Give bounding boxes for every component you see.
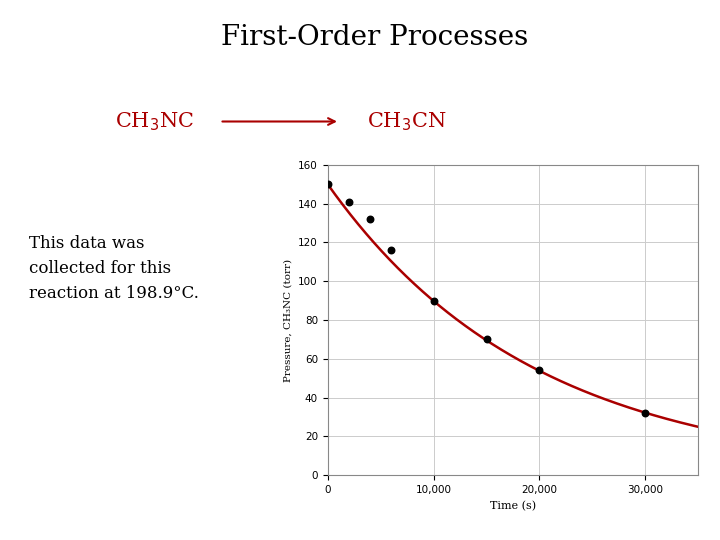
Y-axis label: Pressure, CH₃NC (torr): Pressure, CH₃NC (torr) <box>284 258 292 382</box>
X-axis label: Time (s): Time (s) <box>490 501 536 511</box>
Text: This data was
collected for this
reaction at 198.9°C.: This data was collected for this reactio… <box>29 235 199 301</box>
Point <box>364 215 376 224</box>
Point <box>385 246 397 254</box>
Text: First-Order Processes: First-Order Processes <box>221 24 528 51</box>
Point <box>428 296 439 305</box>
Point <box>481 335 492 343</box>
Point <box>322 180 333 188</box>
Point <box>639 409 651 417</box>
Point <box>343 197 354 206</box>
Point <box>534 366 545 375</box>
Text: CH$_3$CN: CH$_3$CN <box>367 110 446 133</box>
Text: CH$_3$NC: CH$_3$NC <box>115 110 194 133</box>
